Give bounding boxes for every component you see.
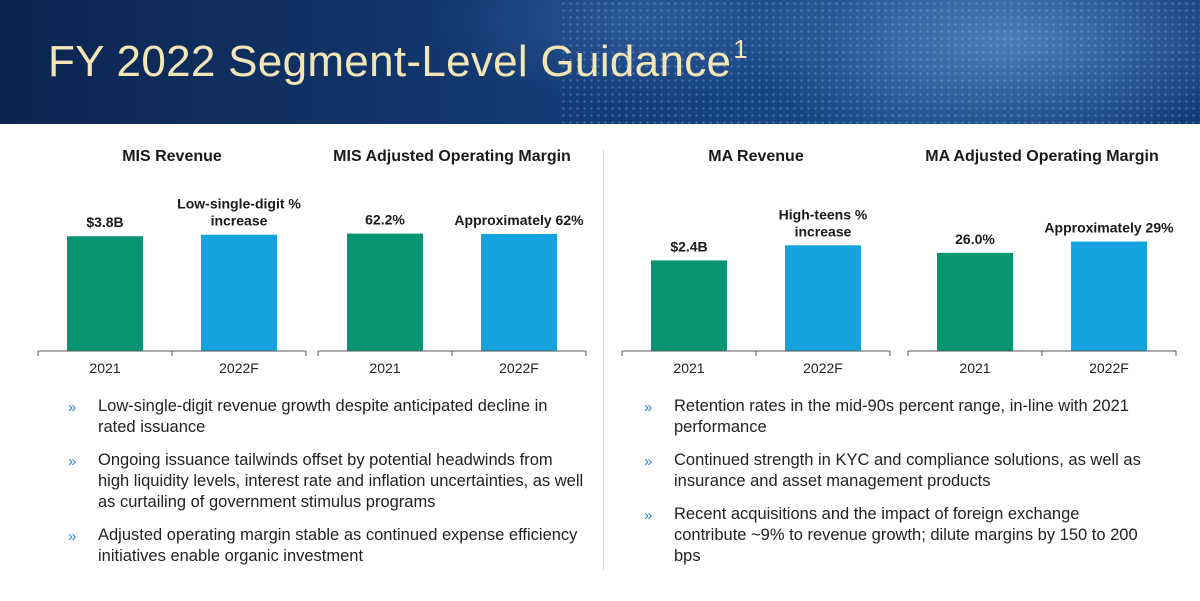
bullet-marker: »: [644, 507, 653, 524]
data-label: 62.2%: [365, 212, 405, 228]
tick-label: 2022F: [499, 360, 539, 376]
tick-label: 2022F: [1089, 360, 1129, 376]
tick-label: 2021: [673, 360, 704, 376]
header-banner: FY 2022 Segment-Level Guidance1: [0, 0, 1200, 124]
chart-ma-margin: MA Adjusted Operating Margin 26.0% 2021 Ap…: [907, 140, 1177, 380]
chart-mis-margin: MIS Adjusted Operating Margin 62.2% 2021 A…: [317, 140, 587, 380]
bullet-item: » Ongoing issuance tailwinds offset by po…: [68, 450, 588, 513]
data-label: 26.0%: [955, 231, 995, 247]
bullet-item: » Retention rates in the mid-90s percent …: [644, 396, 1154, 438]
bullet-marker: »: [644, 399, 653, 416]
ma-bullet-list: » Retention rates in the mid-90s percent …: [644, 396, 1154, 579]
bullet-text: Low-single-digit revenue growth despite …: [98, 397, 548, 436]
chart-title: MIS Adjusted Operating Margin: [333, 148, 571, 165]
chart-svg: $3.8B 2021 Low-single-digit %increase 2022F: [37, 196, 307, 376]
bullet-item: » Recent acquisitions and the impact of f…: [644, 504, 1154, 567]
bar-2022f: [481, 233, 557, 351]
bullet-text: Ongoing issuance tailwinds offset by pot…: [98, 451, 584, 511]
bar-2022f: [785, 245, 861, 351]
bar-2021: [937, 252, 1013, 351]
mis-bullet-list: » Low-single-digit revenue growth despite…: [68, 396, 588, 579]
bullet-text: Adjusted operating margin stable as cont…: [98, 526, 578, 565]
banner-texture: [560, 0, 1200, 124]
data-label: increase: [795, 223, 852, 239]
bar-2021: [347, 233, 423, 351]
tick-label: 2022F: [803, 360, 843, 376]
bullet-marker: »: [68, 399, 77, 416]
data-label: $3.8B: [86, 214, 123, 230]
data-label: High-teens %: [779, 206, 868, 222]
bar-2021: [67, 236, 143, 351]
title-footnote-marker: 1: [733, 34, 749, 64]
tick-label: 2021: [959, 360, 990, 376]
bullet-marker: »: [68, 453, 77, 470]
data-label: Approximately 62%: [454, 212, 584, 228]
tick-label: 2021: [369, 360, 400, 376]
chart-title: MA Revenue: [708, 148, 804, 165]
bullet-item: » Continued strength in KYC and complianc…: [644, 450, 1154, 492]
tick-label: 2022F: [219, 360, 259, 376]
bar-2022f: [201, 234, 277, 351]
bullet-text: Recent acquisitions and the impact of fo…: [674, 505, 1138, 565]
chart-title: MA Adjusted Operating Margin: [925, 148, 1159, 165]
data-label: Low-single-digit %: [177, 196, 301, 212]
tick-label: 2021: [89, 360, 120, 376]
chart-ma-revenue: MA Revenue $2.4B 2021 High-teens % increase…: [621, 140, 891, 380]
bar-2022f: [1071, 241, 1147, 351]
bullet-marker: »: [644, 453, 653, 470]
page-title: FY 2022 Segment-Level Guidance1: [48, 34, 748, 87]
chart-mis-revenue: MIS Revenue $3.8B 2021 Low-single-digit % i…: [37, 140, 307, 380]
bar-2021: [651, 260, 727, 351]
chart-svg: 62.2% 2021 Approximately 62% 2022F: [317, 212, 587, 376]
chart-svg: $2.4B 2021 High-teens %increase 2022F: [621, 206, 891, 376]
chart-title: MIS Revenue: [122, 148, 222, 165]
bullet-text: Retention rates in the mid-90s percent r…: [674, 397, 1129, 436]
data-label: Approximately 29%: [1044, 220, 1174, 236]
bullet-text: Continued strength in KYC and compliance…: [674, 451, 1141, 490]
section-divider: [603, 150, 604, 570]
bullet-marker: »: [68, 528, 77, 545]
page-title-text: FY 2022 Segment-Level Guidance: [48, 37, 732, 86]
chart-svg: 26.0% 2021 Approximately 29% 2022F: [907, 220, 1177, 376]
data-label: increase: [211, 213, 268, 229]
bullet-item: » Adjusted operating margin stable as con…: [68, 525, 588, 567]
bullet-item: » Low-single-digit revenue growth despite…: [68, 396, 588, 438]
data-label: $2.4B: [670, 238, 707, 254]
